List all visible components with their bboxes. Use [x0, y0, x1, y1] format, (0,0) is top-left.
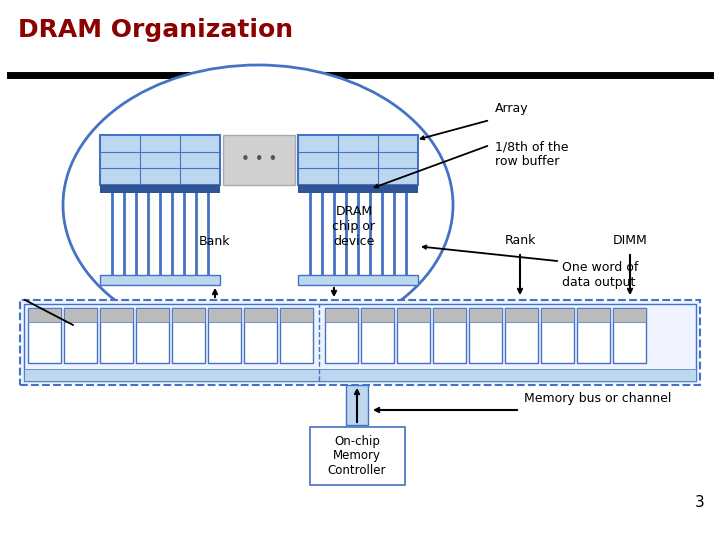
- Text: One word of
data output: One word of data output: [562, 261, 639, 289]
- Bar: [469, 308, 502, 322]
- Bar: [244, 308, 277, 322]
- Bar: [100, 308, 133, 322]
- Bar: [24, 304, 696, 381]
- Bar: [541, 308, 574, 322]
- Bar: [613, 308, 646, 322]
- Bar: [298, 135, 418, 185]
- Text: 3: 3: [696, 495, 705, 510]
- Bar: [136, 308, 169, 363]
- Bar: [280, 308, 313, 322]
- Text: • • •: • • •: [240, 152, 277, 167]
- Text: Rank: Rank: [504, 234, 536, 247]
- Bar: [20, 300, 700, 385]
- Text: On-chip
Memory
Controller: On-chip Memory Controller: [328, 435, 386, 477]
- Bar: [613, 308, 646, 363]
- Bar: [244, 308, 277, 363]
- Bar: [346, 385, 368, 425]
- Bar: [577, 308, 610, 322]
- Bar: [541, 308, 574, 363]
- Bar: [505, 308, 538, 322]
- Text: Bank: Bank: [199, 235, 230, 248]
- Bar: [100, 275, 220, 285]
- Bar: [397, 308, 430, 363]
- Bar: [433, 308, 466, 363]
- Text: Memory bus or channel: Memory bus or channel: [524, 392, 671, 405]
- Bar: [361, 308, 394, 363]
- Bar: [280, 308, 313, 363]
- Bar: [361, 308, 394, 322]
- Bar: [577, 308, 610, 363]
- Bar: [64, 308, 97, 363]
- Bar: [172, 308, 205, 363]
- Bar: [505, 308, 538, 363]
- Bar: [310, 427, 405, 485]
- Bar: [100, 135, 220, 185]
- Text: DRAM
chip or
device: DRAM chip or device: [333, 205, 376, 248]
- Bar: [208, 308, 241, 363]
- Bar: [223, 135, 295, 185]
- Ellipse shape: [63, 65, 453, 345]
- Bar: [433, 308, 466, 322]
- Bar: [298, 275, 418, 285]
- Bar: [469, 308, 502, 363]
- Bar: [64, 308, 97, 322]
- Bar: [325, 308, 358, 322]
- Bar: [24, 369, 696, 381]
- Bar: [325, 308, 358, 363]
- Bar: [208, 308, 241, 322]
- Text: DRAM Organization: DRAM Organization: [18, 18, 293, 42]
- Bar: [100, 308, 133, 363]
- Bar: [397, 308, 430, 322]
- Bar: [28, 308, 61, 363]
- Bar: [28, 308, 61, 322]
- Bar: [136, 308, 169, 322]
- Bar: [172, 308, 205, 322]
- Text: 1/8th of the
row buffer: 1/8th of the row buffer: [495, 140, 569, 168]
- Text: Array: Array: [495, 102, 528, 115]
- Text: DIMM: DIMM: [613, 234, 647, 247]
- Bar: [100, 185, 220, 193]
- Bar: [298, 185, 418, 193]
